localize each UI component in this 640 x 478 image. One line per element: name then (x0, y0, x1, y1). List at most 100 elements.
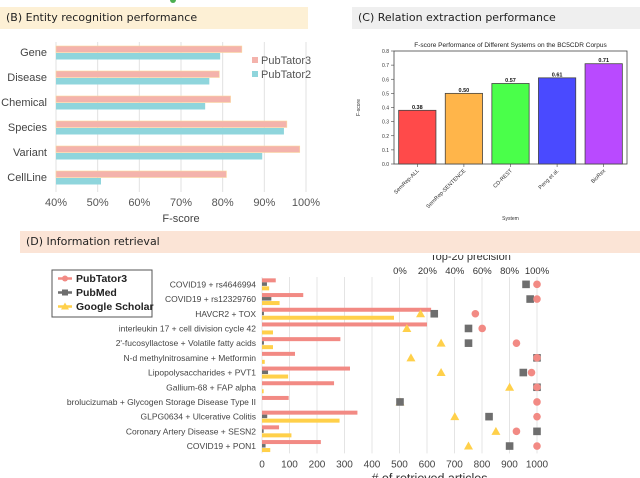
bar-google-scholar (262, 433, 292, 438)
legend-label: PubTator3 (76, 273, 127, 285)
bar-pubtator3 (262, 381, 335, 386)
legend-marker (62, 275, 68, 282)
query-label: COVID19 + PON1 (187, 441, 256, 451)
legend-label: PubTator3 (261, 55, 311, 67)
bar-google-scholar (262, 374, 289, 379)
x-tick-label: SemRep-ALL (393, 168, 421, 196)
y-tick-label: 0.7 (382, 63, 389, 69)
bar-pubtator3 (55, 170, 227, 178)
bar-pubmed (262, 311, 264, 316)
bar-google-scholar (262, 315, 394, 320)
x-tick-label: 300 (336, 459, 353, 470)
bar-google-scholar (262, 301, 280, 306)
panel-c-header: (C) Relation extraction performance (352, 7, 640, 29)
precision-marker-pubtator3 (527, 368, 536, 377)
x-tick-label: 90% (253, 197, 275, 209)
x-tick-label: Peng et al. (538, 168, 561, 191)
x-tick-label: CD-REST (492, 168, 514, 190)
x-tick-label: BioRex (590, 168, 607, 185)
query-label: interleukin 17 + cell division cycle 42 (119, 323, 257, 333)
bar (538, 77, 577, 165)
x-tick-label: 80% (212, 197, 234, 209)
bar-pubtator3 (55, 120, 288, 128)
chart-title: F-score Performance of Different Systems… (414, 42, 607, 49)
query-label: HAVCR2 + TOX (195, 309, 256, 319)
bar (584, 63, 623, 165)
bar (491, 83, 530, 165)
query-label: Gallium-68 + FAP alpha (166, 382, 256, 392)
legend-marker (61, 302, 69, 310)
precision-marker-pubmed (533, 427, 541, 436)
precision-marker-pubtator3 (533, 398, 541, 406)
query-label: COVID19 + rs4646994 (170, 279, 257, 289)
bar-pubtator2 (56, 153, 263, 160)
legend-swatch (252, 57, 258, 63)
precision-marker-pubmed (522, 280, 530, 289)
legend-label: PubTator2 (261, 69, 311, 81)
query-label: Lipopolysaccharides + PVT1 (148, 368, 256, 378)
bar-pubtator3 (262, 395, 289, 400)
y-category-label: Disease (7, 72, 47, 84)
legend-label: Google Scholar (76, 301, 154, 313)
legend-swatch (252, 71, 258, 77)
bar-google-scholar (262, 330, 273, 335)
precision-marker-google-scholar (406, 353, 416, 362)
precision-marker-pubtator3 (533, 383, 541, 392)
y-tick-label: 0.3 (382, 120, 389, 126)
x-tick-label: 50% (87, 197, 109, 209)
precision-marker-pubmed (526, 295, 534, 303)
bar (444, 92, 483, 165)
precision-marker-pubmed (396, 398, 404, 406)
x-tick-label: 70% (170, 197, 192, 209)
y-tick-label: 0.4 (382, 106, 389, 112)
legend-label: PubMed (76, 287, 117, 299)
y-tick-label: 0.8 (382, 49, 389, 55)
bar-pubmed (262, 341, 264, 345)
bar-pubtator2 (56, 128, 284, 135)
bar-pubtator2 (56, 178, 101, 185)
precision-marker-google-scholar (491, 426, 501, 435)
panel-b-header: (B) Entity recognition performance (0, 7, 308, 29)
top-tick-label: 40% (445, 266, 465, 277)
x-axis-label: System (502, 216, 519, 222)
query-label: 2'-fucosyllactose + Volatile fatty acids (116, 338, 256, 348)
top-axis-title: Top-20 precision (430, 255, 511, 263)
bar-pubtator3 (262, 337, 341, 342)
y-tick-label: 0.6 (382, 77, 389, 83)
panel-d-header: (D) Information retrieval (20, 231, 640, 253)
x-tick-label: 1000 (526, 459, 549, 470)
precision-marker-pubtator3 (533, 354, 541, 362)
bar-pubtator3 (262, 293, 304, 298)
y-category-label: CellLine (7, 172, 47, 184)
precision-marker-pubtator3 (533, 295, 541, 303)
x-axis-label: F-score (162, 213, 199, 225)
precision-marker-google-scholar (402, 323, 412, 332)
x-tick-label: 500 (391, 459, 408, 470)
top-tick-label: 60% (473, 266, 493, 277)
bar-google-scholar (262, 345, 273, 350)
bar-pubmed (262, 370, 269, 375)
bar (398, 109, 437, 165)
bar-pubtator3 (55, 45, 243, 53)
bar-google-scholar (262, 448, 271, 453)
precision-marker-pubtator3 (533, 442, 541, 450)
precision-marker-pubmed (485, 412, 493, 421)
bar-pubtator3 (55, 95, 231, 103)
precision-marker-pubtator3 (478, 324, 487, 333)
bar-pubmed (262, 297, 272, 301)
bar-pubtator3 (262, 440, 321, 445)
bar-google-scholar (262, 286, 270, 291)
bar-pubtator2 (56, 78, 210, 85)
precision-marker-pubmed (464, 339, 473, 347)
query-label: COVID19 + rs12329760 (165, 294, 256, 304)
precision-marker-pubmed (505, 442, 514, 450)
bar-pubtator3 (262, 322, 427, 327)
precision-marker-pubtator3 (533, 412, 541, 421)
bar-pubmed (262, 282, 267, 286)
precision-marker-google-scholar (464, 441, 473, 450)
bar-pubmed (262, 414, 268, 419)
precision-marker-pubtator3 (471, 309, 480, 318)
x-tick-label: 60% (128, 197, 150, 209)
query-label: N-d methylnitrosamine + Metformin (123, 353, 256, 363)
x-axis-label: # of retrieved articles (371, 471, 487, 478)
